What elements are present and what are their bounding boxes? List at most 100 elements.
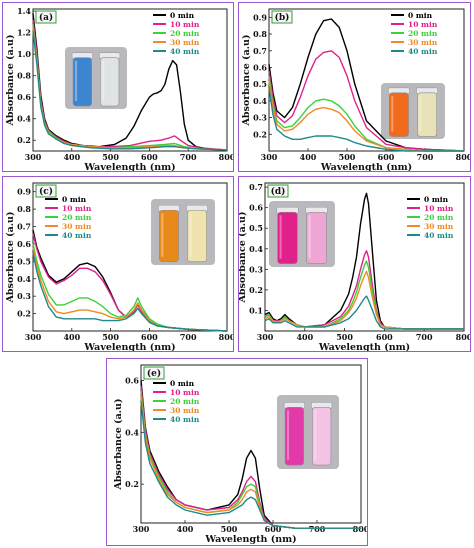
y-tick-label: 0.5 <box>17 256 31 266</box>
x-tick-label: 700 <box>180 332 197 342</box>
legend-entry: 40 min <box>170 415 200 424</box>
y-tick-label: 0.8 <box>17 71 31 81</box>
vial-photo-inset <box>65 47 127 109</box>
y-tick-label: 0.7 <box>249 182 263 192</box>
x-tick-label: 600 <box>376 332 393 342</box>
legend-entry: 20 min <box>62 213 92 222</box>
y-tick-label: 0.1 <box>249 305 263 315</box>
y-tick-label: 0.2 <box>17 309 31 319</box>
y-axis-title: Absorbance (a.u) <box>113 399 124 491</box>
series-line-a-0-min <box>32 13 228 151</box>
vial-before <box>159 209 179 263</box>
series-line-d-20-min <box>264 260 464 330</box>
x-tick-label: 300 <box>257 332 274 342</box>
vial-photo-inset <box>151 199 215 265</box>
y-tick-label: 0.6 <box>17 239 31 249</box>
vial-before <box>389 92 409 137</box>
x-tick-label: 600 <box>141 152 158 162</box>
y-tick-label: 0.6 <box>125 376 139 386</box>
y-tick-label: 0.7 <box>253 46 267 56</box>
y-tick-label: 0.4 <box>17 274 31 284</box>
x-tick-label: 500 <box>221 524 238 534</box>
x-tick-label: 300 <box>25 332 42 342</box>
vial-before <box>284 407 304 466</box>
y-tick-label: 0.3 <box>253 113 267 123</box>
x-tick-label: 300 <box>133 524 150 534</box>
chart-svg-b: 300 400 500 600 700 800 0.2 0.3 0.4 0.5 0.6 0.7 0.8 0… <box>241 8 470 171</box>
plot-frame <box>264 182 465 332</box>
vial-after <box>417 92 437 137</box>
panel-label: (c) <box>35 184 57 198</box>
x-axis-title: Wavelength (nm) <box>83 162 175 171</box>
y-tick-label: 0.8 <box>17 204 31 214</box>
y-axis-title: Absorbance (a.u) <box>241 35 252 127</box>
y-tick-label: 0.3 <box>17 291 31 301</box>
series-line-e-40-min <box>140 401 361 529</box>
chart-panel-b: 300 400 500 600 700 800 0.2 0.3 0.4 0.5 0.6 0.7 0.8 0… <box>238 2 471 172</box>
plot-frame <box>32 8 228 152</box>
x-tick-label: 700 <box>180 152 197 162</box>
series-line-d-30-min <box>264 270 464 330</box>
svg-text:(e): (e) <box>147 368 161 379</box>
x-tick-label: 400 <box>63 152 80 162</box>
vial-after <box>312 407 332 466</box>
vial-photo-inset <box>381 83 445 139</box>
x-tick-label: 400 <box>63 332 80 342</box>
x-tick-label: 500 <box>339 152 356 162</box>
y-tick-label: 0.4 <box>253 96 267 106</box>
vial-before <box>72 57 92 107</box>
series-line-d-40-min <box>264 295 464 330</box>
y-tick-label: 1.0 <box>17 49 31 59</box>
svg-text:(d): (d) <box>271 186 286 197</box>
x-axis-title: Wavelength (nm) <box>318 342 410 351</box>
legend-entry: 20 min <box>424 213 454 222</box>
y-tick-label: 0.2 <box>249 285 263 295</box>
vial-after <box>187 209 207 263</box>
legend-entry: 0 min <box>170 11 195 20</box>
y-tick-label: 0.9 <box>17 187 31 197</box>
x-tick-label: 600 <box>378 152 395 162</box>
chart-panel-d: 300 400 500 600 700 800 0.1 0.2 0.3 0.4 0.5 0.6 0.7 W… <box>238 176 471 352</box>
legend-entry: 40 min <box>170 47 200 56</box>
y-tick-label: 0.2 <box>17 135 31 145</box>
legend-entry: 0 min <box>408 11 433 20</box>
svg-text:(c): (c) <box>39 186 53 197</box>
series-line-a-40-min <box>32 30 228 151</box>
x-axis-title: Wavelength (nm) <box>204 534 296 545</box>
series-line-b-40-min <box>268 87 464 152</box>
legend-entry: 30 min <box>170 406 200 415</box>
series-line-c-30-min <box>32 247 228 332</box>
legend-entry: 10 min <box>62 204 92 213</box>
legend-entry: 30 min <box>408 38 438 47</box>
legend-entry: 20 min <box>170 397 200 406</box>
legend-entry: 10 min <box>424 204 454 213</box>
y-tick-label: 0.5 <box>253 79 267 89</box>
x-tick-label: 700 <box>417 152 434 162</box>
x-tick-label: 500 <box>102 152 119 162</box>
x-tick-label: 400 <box>177 524 194 534</box>
y-tick-label: 0.7 <box>17 222 31 232</box>
legend-entry: 0 min <box>424 195 449 204</box>
x-tick-label: 800 <box>219 332 233 342</box>
legend-entry: 30 min <box>62 222 92 231</box>
svg-text:(b): (b) <box>275 12 290 23</box>
y-tick-label: 1.4 <box>17 6 31 16</box>
vial-after <box>306 211 327 265</box>
x-tick-label: 500 <box>102 332 119 342</box>
x-tick-label: 700 <box>309 524 326 534</box>
legend-entry: 20 min <box>408 29 438 38</box>
legend-entry: 10 min <box>170 388 200 397</box>
x-tick-label: 500 <box>336 332 353 342</box>
panel-label: (e) <box>143 366 165 380</box>
y-tick-label: 0.6 <box>17 92 31 102</box>
chart-panel-c: 300 400 500 600 700 800 0.2 0.3 0.4 0.5 0.6 0.7 0.8 0… <box>2 176 234 352</box>
x-tick-label: 800 <box>456 332 470 342</box>
y-tick-label: 0.4 <box>249 244 263 254</box>
x-tick-label: 300 <box>25 152 42 162</box>
y-tick-label: 0.8 <box>253 29 267 39</box>
legend-entry: 30 min <box>170 38 200 47</box>
legend-entry: 30 min <box>424 222 454 231</box>
y-tick-label: 0.5 <box>249 223 263 233</box>
